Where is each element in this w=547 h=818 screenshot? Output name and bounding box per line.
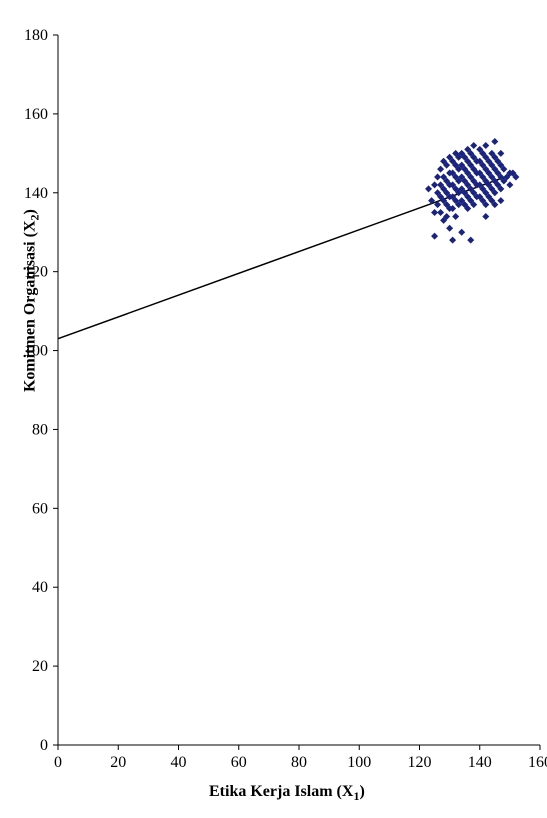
y-tick-label: 140 bbox=[24, 185, 48, 202]
scatter-marker bbox=[458, 229, 465, 236]
x-tick-label: 60 bbox=[231, 754, 247, 771]
scatter-chart: 0204060801001201401601800204060801001201… bbox=[0, 0, 547, 818]
scatter-marker bbox=[449, 237, 456, 244]
x-tick-label: 0 bbox=[54, 754, 62, 771]
scatter-marker bbox=[431, 209, 438, 216]
scatter-marker bbox=[431, 181, 438, 188]
y-tick-label: 40 bbox=[32, 579, 48, 596]
y-tick-label: 80 bbox=[32, 421, 48, 438]
y-axis-label: Komitmen Organisasi (X2) bbox=[21, 201, 42, 401]
scatter-marker bbox=[437, 166, 444, 173]
x-axis-label: Etika Kerja Islam (X1) bbox=[209, 783, 365, 804]
scatter-marker bbox=[446, 225, 453, 232]
x-tick-label: 120 bbox=[408, 754, 432, 771]
chart-svg: 0204060801001201401601800204060801001201… bbox=[0, 0, 547, 818]
scatter-marker bbox=[467, 237, 474, 244]
ylabel-sub: 2 bbox=[28, 214, 42, 220]
scatter-marker bbox=[452, 213, 459, 220]
scatter-marker bbox=[497, 197, 504, 204]
scatter-marker bbox=[425, 185, 432, 192]
x-tick-label: 20 bbox=[110, 754, 126, 771]
y-tick-label: 20 bbox=[32, 658, 48, 675]
scatter-marker bbox=[506, 181, 513, 188]
x-tick-label: 140 bbox=[468, 754, 492, 771]
scatter-marker bbox=[482, 142, 489, 149]
scatter-marker bbox=[437, 209, 444, 216]
scatter-marker bbox=[434, 174, 441, 181]
scatter-marker bbox=[482, 213, 489, 220]
x-tick-label: 80 bbox=[291, 754, 307, 771]
y-tick-label: 160 bbox=[24, 106, 48, 123]
scatter-marker bbox=[431, 233, 438, 240]
x-tick-label: 40 bbox=[171, 754, 187, 771]
ylabel-text: Komitmen Organisasi (X bbox=[21, 220, 38, 392]
y-tick-label: 60 bbox=[32, 500, 48, 517]
scatter-marker bbox=[470, 142, 477, 149]
y-tick-label: 180 bbox=[24, 27, 48, 44]
x-tick-label: 160 bbox=[528, 754, 547, 771]
scatter-marker bbox=[497, 150, 504, 157]
y-tick-label: 0 bbox=[40, 737, 48, 754]
x-tick-label: 100 bbox=[347, 754, 371, 771]
xlabel-text: Etika Kerja Islam (X bbox=[209, 783, 353, 800]
scatter-marker bbox=[491, 138, 498, 145]
